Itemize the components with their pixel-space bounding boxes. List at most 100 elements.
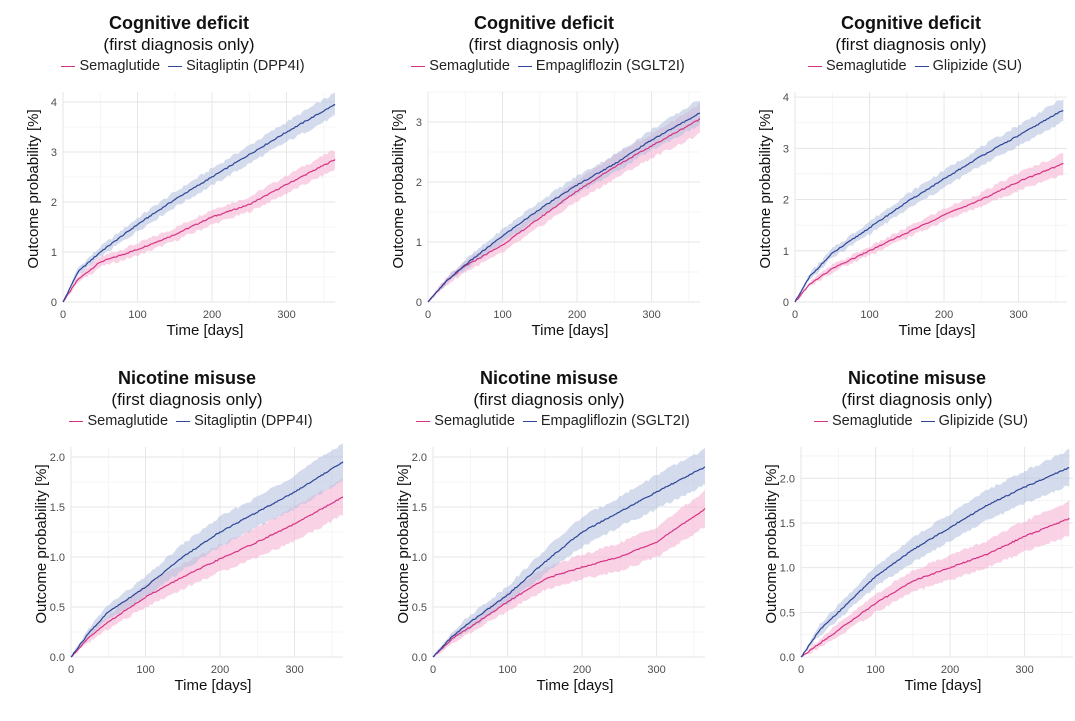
x-tick-label: 0	[430, 664, 436, 676]
y-tick-label: 2.0	[50, 452, 65, 464]
chart-subtitle: (first diagnosis only)	[835, 35, 987, 54]
legend-key-semaglutide	[416, 420, 431, 422]
chart-title: Cognitive deficit (first diagnosis only)	[365, 12, 723, 55]
legend-key-comparator	[517, 65, 532, 67]
confidence-band-comparator	[71, 443, 343, 657]
x-axis-label: Time [days]	[537, 677, 614, 694]
confidence-band-comparator	[63, 92, 335, 302]
x-tick-label: 100	[498, 664, 516, 676]
y-tick-label: 3	[51, 147, 57, 159]
y-tick-label: 0	[783, 297, 789, 309]
legend-key-semaglutide	[807, 65, 822, 67]
chart-plot-3: 0 100 200 300 0 1 2 3 4 Time [days] Outcome probab…	[757, 92, 1067, 339]
confidence-band-semaglutide	[433, 489, 705, 657]
chart-legend: Semaglutide Sitagliptin (DPP4I)	[8, 413, 366, 429]
x-axis-label: Time [days]	[905, 677, 982, 694]
chart-title: Nicotine misuse (first diagnosis only)	[8, 367, 366, 410]
chart-title-main: Cognitive deficit	[473, 13, 614, 33]
legend-label: Sitagliptin (DPP4I)	[186, 58, 305, 75]
chart-plot-1: 0 100 200 300 0 1 2 3 4 Time [days] Outcome probab…	[25, 92, 336, 339]
x-tick-label: 200	[935, 309, 953, 321]
x-tick-label: 300	[1015, 664, 1033, 676]
chart-title: Cognitive deficit (first diagnosis only)	[732, 12, 1075, 55]
legend-label: Empagliflozin (SGLT2I)	[540, 413, 690, 430]
legend-key-semaglutide	[813, 420, 828, 422]
x-tick-label: 100	[136, 664, 154, 676]
x-tick-label: 200	[568, 309, 586, 321]
chart-title-main: Nicotine misuse	[847, 368, 987, 388]
x-tick-label: 300	[277, 309, 295, 321]
legend-label: Semaglutide	[434, 413, 515, 430]
y-tick-label: 0.0	[50, 652, 65, 664]
legend-key-comparator	[522, 420, 537, 422]
legend-label: Semaglutide	[825, 58, 907, 75]
chart-panel-1: 0 100 200 300 0 1 2 3 4 Time [days] Outcome probab…	[0, 0, 358, 358]
legend-key-comparator	[168, 65, 183, 67]
legend-label: Semaglutide	[79, 58, 161, 75]
y-axis-label: Outcome probability [%]	[395, 464, 412, 623]
x-tick-label: 100	[860, 309, 878, 321]
legend-label: Empagliflozin (SGLT2I)	[535, 58, 685, 75]
confidence-band-semaglutide	[71, 478, 343, 657]
x-tick-label: 100	[128, 309, 146, 321]
y-axis-label: Outcome probability [%]	[757, 109, 774, 268]
chart-subtitle: (first diagnosis only)	[103, 35, 255, 54]
y-tick-label: 0.0	[780, 652, 795, 664]
chart-subtitle: (first diagnosis only)	[111, 390, 263, 409]
y-tick-label: 1.0	[50, 552, 65, 564]
y-tick-label: 2	[416, 177, 422, 189]
x-tick-label: 300	[642, 309, 660, 321]
x-tick-label: 0	[798, 664, 804, 676]
legend-label: Glipizide (SU)	[938, 413, 1029, 430]
chart-plot-5: 0 100 200 300 0.0 0.5 1.0 1.5 2.0 Time [days] Outc…	[395, 447, 706, 694]
legend-label: Glipizide (SU)	[932, 58, 1023, 75]
x-axis-label: Time [days]	[167, 322, 244, 339]
legend-key-comparator	[914, 65, 929, 67]
y-tick-label: 1	[783, 246, 789, 258]
chart-plot-4: 0 100 200 300 0.0 0.5 1.0 1.5 2.0 Time [days] Outc…	[33, 443, 344, 694]
y-tick-label: 1.5	[50, 502, 65, 514]
x-tick-label: 0	[425, 309, 431, 321]
legend-key-semaglutide	[61, 65, 76, 67]
y-tick-label: 2	[783, 195, 789, 207]
chart-panel-5: 0 100 200 300 0.0 0.5 1.0 1.5 2.0 Time [days] Outc…	[370, 355, 728, 713]
x-tick-label: 200	[573, 664, 591, 676]
series-line-comparator	[427, 112, 701, 303]
chart-panel-2: 0 100 200 300 0 1 2 3 Time [days] Outcome probabi…	[365, 0, 723, 358]
series-line-semaglutide	[800, 517, 1070, 658]
legend-key-semaglutide	[411, 65, 426, 67]
y-tick-label: 1	[51, 247, 57, 259]
y-tick-label: 0.5	[50, 602, 65, 614]
confidence-band-semaglutide	[795, 153, 1064, 302]
chart-panel-6: 0 100 200 300 0.0 0.5 1.0 1.5 2.0 Time [days] Outc…	[738, 355, 1075, 713]
confidence-band-semaglutide	[801, 500, 1070, 657]
x-tick-label: 0	[60, 309, 66, 321]
confidence-band-comparator	[795, 99, 1064, 302]
x-tick-label: 300	[647, 664, 665, 676]
y-axis-label: Outcome probability [%]	[33, 464, 50, 623]
x-axis-label: Time [days]	[899, 322, 976, 339]
legend-label: Semaglutide	[429, 58, 510, 75]
chart-plot-2: 0 100 200 300 0 1 2 3 Time [days] Outcome probabi…	[390, 91, 701, 339]
y-tick-label: 3	[416, 117, 422, 129]
x-tick-label: 200	[211, 664, 229, 676]
y-tick-label: 3	[783, 143, 789, 155]
y-tick-label: 0.5	[780, 607, 795, 619]
chart-title-main: Nicotine misuse	[117, 368, 257, 388]
chart-legend: Semaglutide Empagliflozin (SGLT2I)	[365, 58, 723, 74]
legend-label: Semaglutide	[87, 413, 169, 430]
x-tick-label: 300	[1009, 309, 1027, 321]
chart-subtitle: (first diagnosis only)	[468, 35, 620, 54]
series-line-semaglutide	[794, 162, 1064, 303]
confidence-band-semaglutide	[63, 150, 335, 302]
y-tick-label: 1.0	[780, 563, 795, 575]
series-line-semaglutide	[427, 118, 701, 303]
chart-legend: Semaglutide Sitagliptin (DPP4I)	[0, 58, 358, 74]
confidence-band-comparator	[428, 100, 700, 302]
chart-subtitle: (first diagnosis only)	[473, 390, 625, 409]
y-tick-label: 0	[51, 297, 57, 309]
y-axis-label: Outcome probability [%]	[25, 109, 42, 268]
series-line-comparator	[794, 109, 1064, 303]
chart-panel-4: 0 100 200 300 0.0 0.5 1.0 1.5 2.0 Time [days] Outc…	[8, 355, 366, 713]
x-tick-label: 0	[68, 664, 74, 676]
